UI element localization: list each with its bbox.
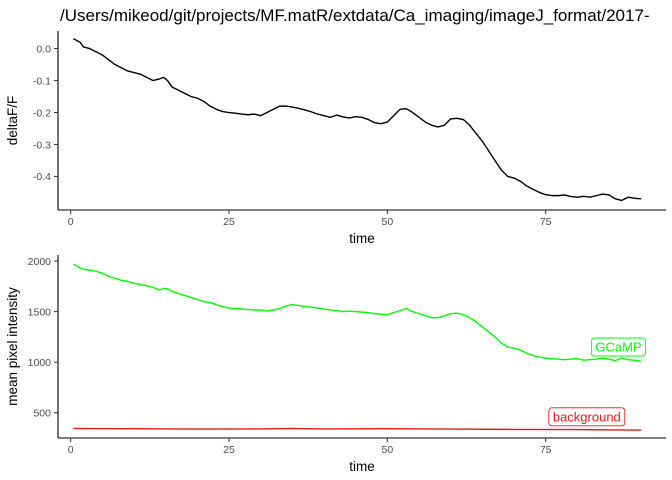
- intensity-y-tick-label: 1500: [28, 306, 52, 318]
- deltaf-y-tick-label: -0.4: [33, 171, 51, 183]
- deltaf-y-tick-label: 0.0: [36, 43, 51, 55]
- intensity-y-axis-title: mean pixel intensity: [5, 287, 20, 406]
- intensity-panel: 0 25 50 75 500 1000 1500 2000 time mean pixel int…: [5, 255, 666, 474]
- deltaf-x-tick-label: 75: [540, 216, 552, 228]
- deltaf-y-tick-label: -0.1: [33, 75, 51, 87]
- gcamp-label-box: [590, 337, 647, 357]
- gcamp-series-line: [73, 263, 642, 362]
- deltaf-y-axis-title: deltaF/F: [5, 96, 20, 146]
- deltaf-x-tick-label: 50: [381, 216, 393, 228]
- intensity-x-tick-label: 25: [223, 444, 235, 456]
- deltaf-y-tick-label: -0.3: [33, 139, 51, 151]
- intensity-y-tick-label: 1000: [28, 357, 52, 369]
- gcamp-label-text: GCaMP: [595, 340, 641, 355]
- deltaf-x-tick-label: 25: [223, 216, 235, 228]
- deltaf-x-axis-title: time: [349, 231, 375, 246]
- background-label-text: background: [553, 409, 621, 424]
- gcamp-series-label: GCaMP: [590, 337, 647, 357]
- intensity-y-tick-label: 500: [33, 408, 51, 420]
- intensity-y-tick-label: 2000: [28, 256, 52, 268]
- chart-title: /Users/mikeod/git/projects/MF.matR/extda…: [60, 6, 650, 25]
- background-label-box: [548, 407, 626, 427]
- intensity-x-tick-label: 0: [68, 444, 74, 456]
- deltaf-panel: 0 25 50 75 0.0 -0.1 -0.2 -0.3 -0.4 time deltaF/F: [5, 31, 666, 246]
- intensity-x-axis-title: time: [349, 459, 375, 474]
- deltaf-series-line: [73, 38, 642, 202]
- background-series-label: background: [548, 407, 626, 427]
- deltaf-x-tick-label: 0: [68, 216, 74, 228]
- deltaf-y-tick-label: -0.2: [33, 107, 51, 119]
- intensity-x-tick-label: 75: [540, 444, 552, 456]
- intensity-x-tick-label: 50: [381, 444, 393, 456]
- background-series-line: [73, 427, 642, 431]
